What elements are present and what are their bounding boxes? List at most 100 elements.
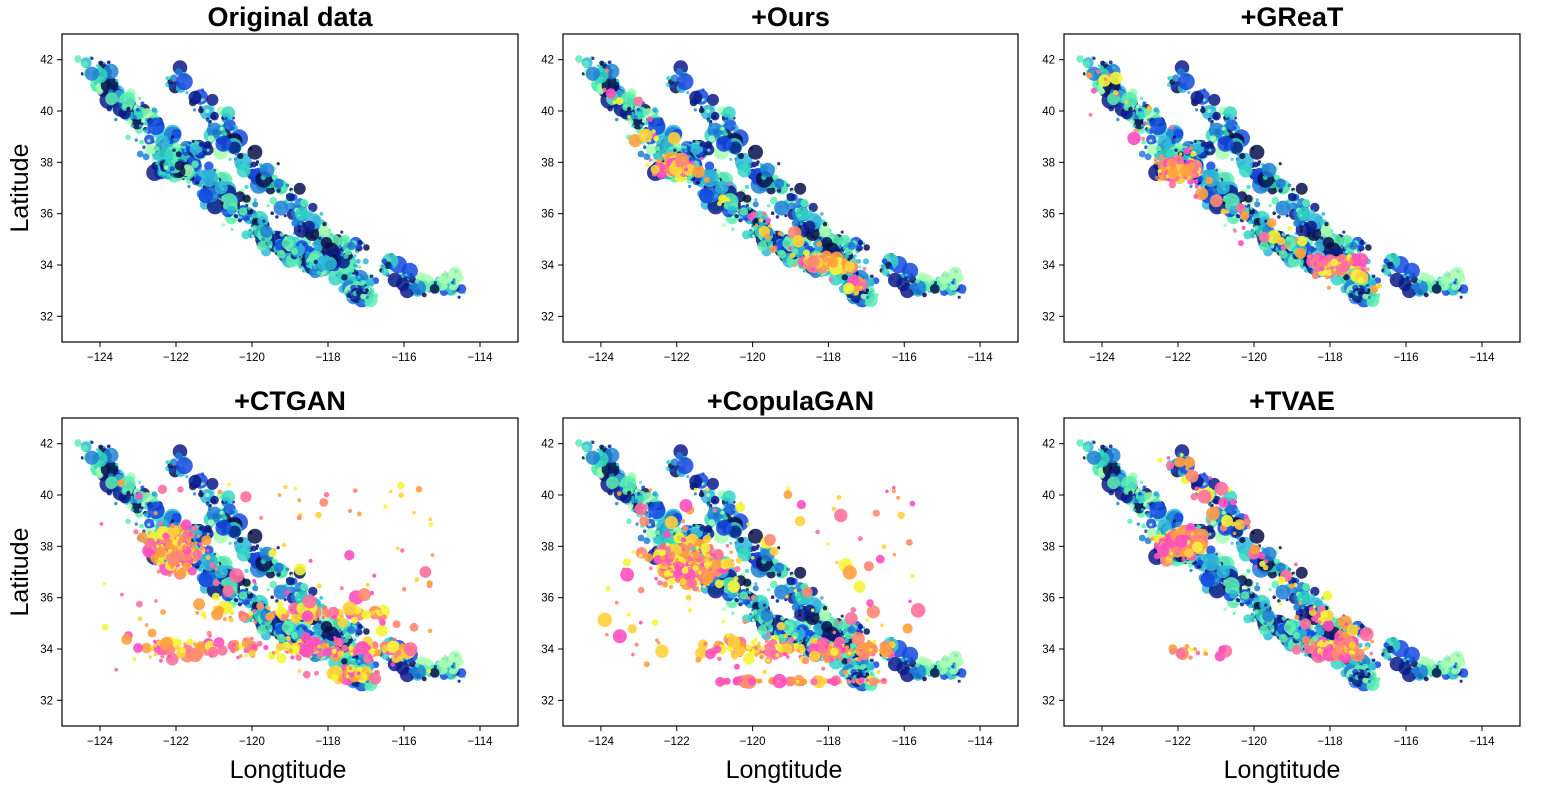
scatter-point-original: [175, 161, 185, 171]
scatter-point-original: [243, 195, 251, 203]
scatter-point-original: [795, 207, 808, 220]
scatter-point-synthetic: [658, 171, 662, 175]
scatter-point-synthetic: [1287, 226, 1292, 231]
scatter-point-original: [440, 272, 452, 284]
scatter-point-original: [455, 274, 464, 283]
scatter-point-original: [858, 265, 861, 268]
scatter-point-synthetic: [1281, 245, 1286, 250]
scatter-point-original: [1259, 241, 1269, 251]
scatter-point-original: [1297, 207, 1310, 220]
scatter-point-original: [97, 88, 103, 94]
scatter-point-original: [725, 117, 728, 120]
scatter-point-original: [1391, 270, 1394, 273]
scatter-point-original: [591, 57, 594, 60]
scatter-point-original: [362, 286, 365, 289]
scatter-point-original: [1178, 73, 1195, 90]
scatter-point-original: [1128, 107, 1132, 111]
scatter-point-synthetic: [1159, 154, 1164, 159]
scatter-point-original: [1207, 109, 1211, 113]
scatter-point-original: [847, 242, 855, 250]
scatter-points: [74, 55, 466, 307]
scatter-point-synthetic: [627, 115, 631, 119]
scatter-point-synthetic: [790, 253, 796, 259]
scatter-point-synthetic: [1195, 187, 1208, 200]
scatter-point-synthetic: [1184, 148, 1191, 155]
scatter-point-original: [855, 251, 858, 254]
scatter-point-original: [299, 222, 302, 225]
scatter-point-original: [298, 230, 301, 233]
scatter-point-synthetic: [828, 258, 838, 268]
scatter-point-original: [1269, 204, 1272, 207]
scatter-point-original: [1296, 183, 1308, 195]
scatter-point-original: [231, 228, 234, 231]
scatter-point-original: [804, 221, 815, 232]
scatter-point-synthetic: [1340, 262, 1350, 272]
scatter-point-original: [794, 183, 806, 195]
x-tick-label: −114: [968, 352, 994, 364]
scatter-point-synthetic: [1338, 256, 1344, 262]
scatter-point-original: [358, 265, 361, 268]
y-tick-label: 32: [1042, 311, 1055, 323]
scatter-point-original: [1239, 164, 1253, 178]
scatter-point-original: [260, 163, 275, 178]
scatter-point-original: [300, 199, 308, 207]
scatter-point-original: [151, 107, 157, 113]
scatter-point-original: [1406, 276, 1409, 279]
scatter-point-original: [740, 207, 748, 215]
scatter-point-original: [1262, 163, 1277, 178]
scatter-point-original: [1210, 123, 1214, 127]
scatter-point-original: [107, 106, 113, 112]
scatter-point-original: [1279, 250, 1288, 259]
scatter-point-original: [74, 439, 82, 447]
y-tick-label: 32: [541, 311, 554, 323]
scatter-point-original: [189, 91, 202, 104]
y-tick-label: 40: [40, 106, 53, 118]
scatter-point-synthetic: [684, 167, 688, 171]
y-tick-label: 32: [40, 311, 53, 323]
scatter-point-original: [1227, 117, 1230, 120]
scatter-point-original: [1236, 152, 1239, 155]
scatter-point-original: [208, 135, 214, 141]
scatter-point-original: [105, 93, 118, 106]
scatter-point-original: [800, 222, 803, 225]
scatter-point-original: [1300, 230, 1303, 233]
scatter-point-original: [388, 273, 402, 287]
scatter-point-synthetic: [1297, 236, 1308, 247]
scatter-point-original: [343, 254, 348, 259]
scatter-point-original: [597, 64, 600, 67]
scatter-point-original: [1254, 201, 1260, 207]
scatter-point-original: [164, 166, 169, 171]
scatter-point-original: [254, 220, 257, 223]
scatter-point-synthetic: [803, 264, 808, 269]
scatter-point-synthetic: [728, 183, 732, 187]
scatter-point-original: [1460, 296, 1463, 299]
scatter-point-original: [859, 299, 865, 305]
scatter-point-original: [409, 284, 414, 289]
scatter-point-original: [762, 238, 765, 241]
scatter-point-synthetic: [845, 261, 856, 272]
scatter-point-original: [745, 185, 749, 189]
scatter-point-original: [201, 88, 204, 91]
scatter-point-original: [131, 118, 143, 130]
scatter-point-original: [1129, 119, 1135, 125]
scatter-point-original: [1424, 293, 1429, 298]
xlabel-col3: Longtitude: [1224, 756, 1341, 784]
scatter-point-original: [1301, 222, 1304, 225]
scatter-point-synthetic: [768, 224, 772, 228]
scatter-point-synthetic: [803, 249, 810, 256]
scatter-point-synthetic: [1147, 105, 1152, 110]
y-tick-label: 40: [541, 106, 554, 118]
scatter-point-original: [147, 139, 150, 142]
scatter-point-original: [200, 188, 204, 192]
scatter-point-synthetic: [1295, 248, 1306, 259]
scatter-point-synthetic: [1143, 122, 1147, 126]
scatter-point-synthetic: [1221, 208, 1227, 214]
scatter-point-original: [1288, 184, 1292, 188]
scatter-point-synthetic: [1193, 194, 1198, 199]
scatter-point-original: [1321, 212, 1325, 216]
scatter-point-original: [370, 275, 374, 279]
scatter-point-original: [262, 220, 265, 223]
y-tick-label: 36: [1042, 209, 1055, 221]
scatter-point-original: [1299, 214, 1302, 217]
scatter-point-original: [902, 263, 918, 279]
